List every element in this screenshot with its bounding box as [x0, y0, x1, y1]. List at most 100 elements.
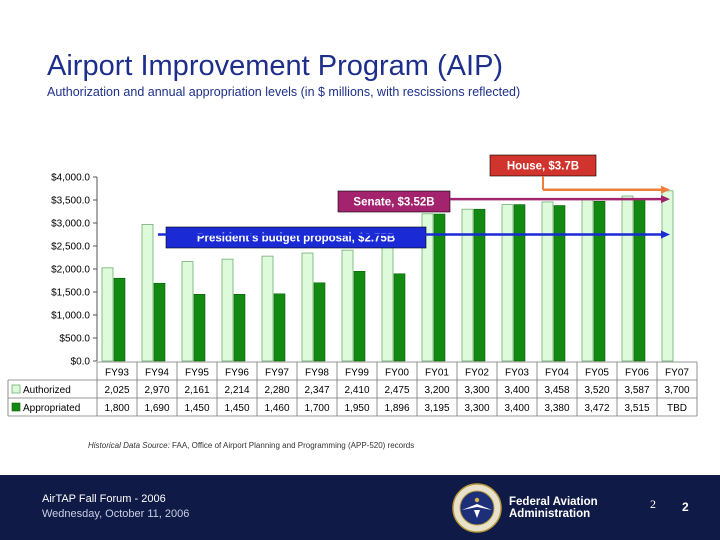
footer-bar: AirTAP Fall Forum - 2006 Wednesday, Octo…	[0, 475, 720, 540]
agency-line-1: Federal Aviation	[509, 496, 598, 508]
y-tick-label: $1,000.0	[51, 311, 90, 322]
bar-appropriated	[513, 204, 526, 362]
table-cell-appropriated: 1,690	[144, 403, 169, 414]
bar-appropriated	[153, 282, 166, 362]
table-cell-authorized: 3,520	[584, 385, 609, 396]
page-title: Airport Improvement Program (AIP)	[47, 50, 504, 82]
annotation-arrow	[661, 185, 670, 194]
table-cell-authorized: 2,025	[104, 385, 129, 396]
x-tick-label: FY00	[385, 368, 409, 379]
annotation-label: Senate, $3.52B	[353, 197, 434, 209]
table-cell-appropriated: 1,460	[264, 403, 289, 414]
bar-authorized	[181, 261, 194, 362]
x-tick-label: FY02	[465, 368, 489, 379]
table-cell-appropriated: 1,450	[224, 403, 249, 414]
legend-label-appropriated: Appropriated	[23, 403, 80, 414]
bar-authorized	[381, 246, 394, 362]
footer-forum-title: AirTAP Fall Forum - 2006	[42, 493, 166, 505]
y-tick-label: $1,500.0	[51, 288, 90, 299]
table-cell-appropriated: 1,450	[184, 403, 209, 414]
annotation-arrow	[661, 195, 670, 204]
table-cell-appropriated: 3,300	[464, 403, 489, 414]
x-tick-label: FY04	[545, 368, 569, 379]
bar-authorized	[581, 198, 594, 362]
bar-appropriated	[353, 270, 366, 362]
y-tick-label: $2,500.0	[51, 242, 90, 253]
legend-swatch-authorized	[11, 384, 21, 394]
x-tick-label: FY95	[185, 368, 209, 379]
table-cell-authorized: 3,458	[544, 385, 569, 396]
bar-appropriated	[273, 293, 286, 362]
table-cell-authorized: 2,161	[184, 385, 209, 396]
table-cell-authorized: 3,400	[504, 385, 529, 396]
bar-authorized	[341, 249, 354, 362]
bar-authorized	[541, 201, 554, 362]
table-cell-appropriated: 1,896	[384, 403, 409, 414]
table-cell-appropriated: 3,195	[424, 403, 449, 414]
x-tick-label: FY99	[345, 368, 369, 379]
agency-line-2: Administration	[509, 508, 591, 520]
annotation-label: House, $3.7B	[507, 161, 579, 173]
table-cell-authorized: 2,214	[224, 385, 249, 396]
y-tick-label: $4,000.0	[51, 173, 90, 184]
footer-date: Wednesday, October 11, 2006	[42, 508, 190, 520]
bar-authorized	[261, 255, 274, 362]
table-cell-authorized: 3,587	[624, 385, 649, 396]
bar-authorized	[661, 190, 674, 362]
table-cell-appropriated: 1,950	[344, 403, 369, 414]
legend-swatch-appropriated	[11, 402, 21, 412]
table-cell-authorized: 2,347	[304, 385, 329, 396]
page-subtitle: Authorization and annual appropriation l…	[47, 85, 521, 99]
x-tick-label: FY94	[145, 368, 169, 379]
x-tick-label: FY07	[665, 368, 689, 379]
bar-appropriated	[593, 200, 606, 362]
y-tick-label: $500.0	[59, 334, 90, 345]
y-tick-label: $2,000.0	[51, 265, 90, 276]
bar-authorized	[501, 204, 514, 362]
bar-appropriated	[393, 273, 406, 362]
bar-appropriated	[113, 277, 126, 362]
bar-appropriated	[233, 293, 246, 362]
bar-appropriated	[473, 208, 486, 362]
bar-appropriated	[553, 205, 566, 362]
x-tick-label: FY96	[225, 368, 249, 379]
table-cell-authorized: 2,280	[264, 385, 289, 396]
table-cell-appropriated: 3,400	[504, 403, 529, 414]
table-cell-authorized: 2,970	[144, 385, 169, 396]
table-cell-authorized: 3,200	[424, 385, 449, 396]
x-tick-label: FY01	[425, 368, 449, 379]
table-cell-appropriated: TBD	[667, 403, 687, 414]
bar-authorized	[221, 258, 234, 362]
source-note: Historical Data Source: FAA, Office of A…	[88, 441, 414, 450]
table-cell-authorized: 3,300	[464, 385, 489, 396]
aip-bar-chart: $0.0 $500.0 $1,000.0 $1,500.0 $2,000.0 $2,500…	[7, 154, 698, 417]
bar-authorized	[461, 208, 474, 362]
source-label: Historical Data Source:	[88, 441, 170, 450]
annotation-box	[165, 226, 427, 249]
annotation-box	[337, 190, 451, 213]
bar-appropriated	[433, 213, 446, 362]
table-cell-appropriated: 1,700	[304, 403, 329, 414]
faa-seal-logo	[452, 483, 502, 533]
bar-authorized	[101, 267, 114, 362]
bar-authorized	[621, 195, 634, 362]
footer-agency: Federal Aviation Administration	[509, 496, 598, 520]
y-tick-label: $0.0	[71, 357, 91, 368]
x-tick-label: FY06	[625, 368, 649, 379]
x-tick-label: FY93	[105, 368, 129, 379]
y-tick-label: $3,000.0	[51, 219, 90, 230]
table-cell-appropriated: 1,800	[104, 403, 129, 414]
bar-appropriated	[193, 293, 206, 362]
bar-authorized	[421, 213, 434, 362]
bar-appropriated	[313, 282, 326, 362]
table-cell-appropriated: 3,380	[544, 403, 569, 414]
table-cell-authorized: 2,410	[344, 385, 369, 396]
x-tick-label: FY97	[265, 368, 289, 379]
table-cell-authorized: 2,475	[384, 385, 409, 396]
table-cell-appropriated: 3,515	[624, 403, 649, 414]
table-cell-authorized: 3,700	[664, 385, 689, 396]
legend-label-authorized: Authorized	[23, 385, 71, 396]
table-cell-appropriated: 3,472	[584, 403, 609, 414]
annotation-arrow	[661, 230, 670, 239]
page-number: 2	[650, 497, 656, 511]
